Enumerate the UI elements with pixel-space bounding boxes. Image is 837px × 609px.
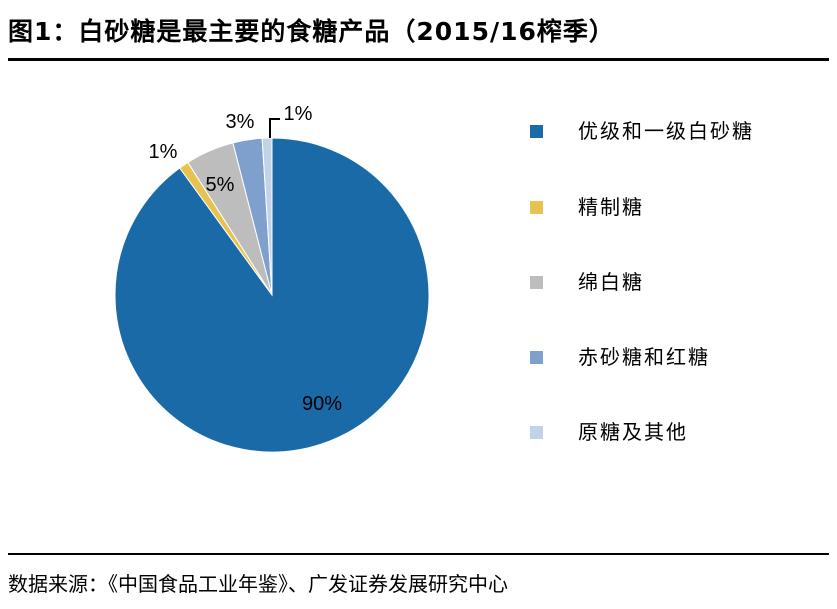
legend: 优级和一级白砂糖 精制糖 绵白糖 赤砂糖和红糖 原糖及其他 bbox=[530, 115, 830, 491]
legend-label: 原糖及其他 bbox=[578, 420, 688, 444]
slice-label: 90% bbox=[302, 393, 342, 415]
legend-swatch bbox=[530, 351, 543, 364]
legend-item: 赤砂糖和红糖 bbox=[530, 341, 830, 416]
legend-label: 优级和一级白砂糖 bbox=[578, 119, 754, 143]
legend-item: 精制糖 bbox=[530, 191, 830, 266]
chart-title: 图1：白砂糖是最主要的食糖产品（2015/16榨季） bbox=[8, 17, 615, 46]
legend-swatch bbox=[530, 276, 543, 289]
legend-item: 绵白糖 bbox=[530, 266, 830, 341]
pie-slice bbox=[261, 137, 273, 296]
slice-label: 5% bbox=[206, 174, 235, 196]
slice-label: 1% bbox=[284, 103, 313, 125]
leader-line bbox=[269, 118, 280, 138]
slice-label: 1% bbox=[149, 141, 178, 163]
legend-swatch bbox=[530, 201, 543, 214]
footer-divider bbox=[8, 553, 829, 555]
legend-label: 精制糖 bbox=[578, 195, 644, 219]
legend-swatch bbox=[530, 426, 543, 439]
legend-item: 原糖及其他 bbox=[530, 416, 830, 491]
legend-swatch bbox=[530, 125, 543, 138]
source-note: 数据来源：《中国食品工业年鉴》、广发证券发展研究中心 bbox=[8, 572, 508, 596]
title-divider bbox=[8, 58, 829, 61]
pie-chart: 90% 1% 5% 3% 1% bbox=[114, 103, 430, 453]
legend-item: 优级和一级白砂糖 bbox=[530, 115, 830, 191]
legend-label: 赤砂糖和红糖 bbox=[578, 345, 710, 369]
slice-label: 3% bbox=[226, 111, 255, 133]
legend-label: 绵白糖 bbox=[578, 270, 644, 294]
